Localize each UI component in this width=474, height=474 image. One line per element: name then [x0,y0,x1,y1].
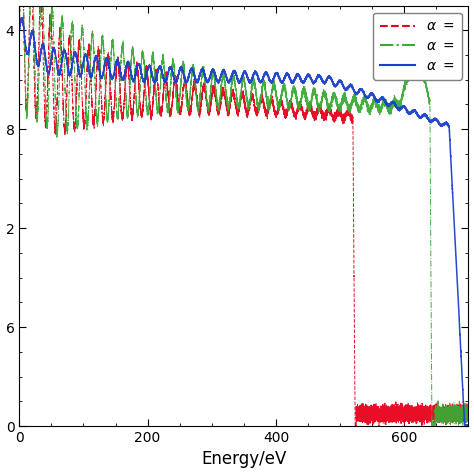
Legend: $\alpha$ $=$, $\alpha$ $=$, $\alpha$ $=$: $\alpha$ $=$, $\alpha$ $=$, $\alpha$ $=$ [374,12,462,80]
X-axis label: Energy/eV: Energy/eV [201,450,287,468]
